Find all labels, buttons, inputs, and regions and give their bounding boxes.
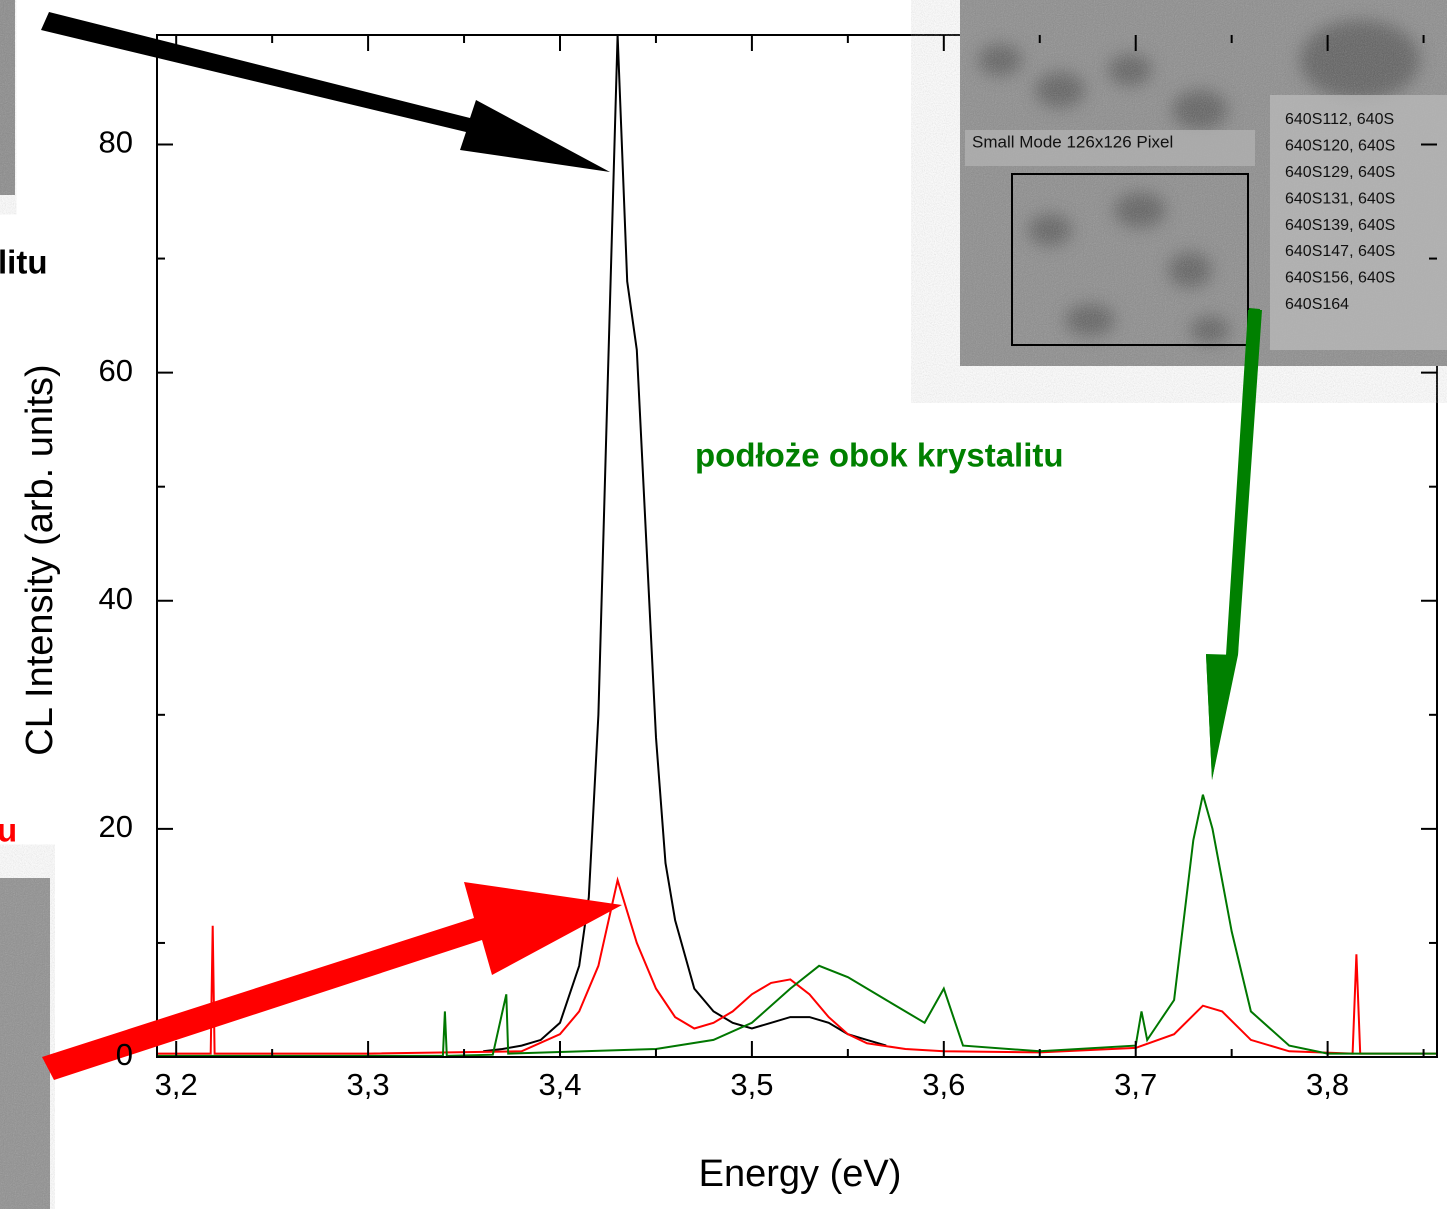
x-tick-label: 3,2: [155, 1067, 198, 1102]
y-tick-label: 80: [99, 125, 133, 160]
x-tick-label: 3,8: [1306, 1067, 1349, 1102]
annotation: podłoże obok krystalitu: [695, 437, 1064, 474]
series-line: [157, 794, 1437, 1057]
x-tick-label: 3,4: [538, 1067, 581, 1102]
arrow-red: [42, 882, 622, 1080]
inset-file-label: 640S164: [1285, 296, 1349, 313]
y-tick-label: 20: [99, 809, 133, 844]
inset-caption: Small Mode 126x126 Pixel: [972, 132, 1173, 151]
y-tick-label: 0: [116, 1037, 133, 1072]
inset-file-label: 640S120, 640S: [1285, 138, 1395, 155]
x-axis-title: Energy (eV): [699, 1153, 902, 1195]
annotation: u: [0, 812, 17, 849]
inset-file-label: 640S131, 640S: [1285, 190, 1395, 207]
inset-file-label: 640S147, 640S: [1285, 243, 1395, 260]
plot-area: [157, 35, 1437, 1057]
y-tick-label: 40: [99, 581, 133, 616]
arrow-black: [41, 12, 610, 172]
sem-inset: Small Mode 126x126 Pixel 640S112, 640S 64…: [960, 0, 1447, 366]
inset-file-label: 640S156, 640S: [1285, 270, 1395, 287]
series-line: [157, 876, 1437, 1055]
x-tick-label: 3,6: [922, 1067, 965, 1102]
x-tick-label: 3,5: [730, 1067, 773, 1102]
image-fragment-bottom: [0, 878, 50, 1209]
image-fragment-top: [0, 0, 15, 195]
x-tick-label: 3,7: [1114, 1067, 1157, 1102]
inset-file-label: 640S139, 640S: [1285, 217, 1395, 234]
inset-file-label: 640S112, 640S: [1285, 111, 1394, 128]
y-axis-title: CL Intensity (arb. units): [19, 364, 61, 755]
annotation: litu: [0, 244, 47, 281]
arrow-green: [1206, 308, 1262, 780]
plot-frame: [156, 34, 1438, 1058]
y-tick-label: 60: [99, 353, 133, 388]
series-line: [483, 35, 887, 1053]
x-tick-label: 3,3: [347, 1067, 390, 1102]
inset-file-label: 640S129, 640S: [1285, 164, 1395, 181]
